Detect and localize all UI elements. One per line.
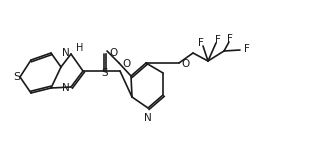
Text: O: O: [122, 59, 130, 69]
Text: F: F: [244, 44, 250, 54]
Text: F: F: [215, 35, 221, 45]
Text: N: N: [144, 113, 152, 123]
Text: F: F: [198, 38, 204, 48]
Text: H: H: [76, 43, 83, 53]
Text: N: N: [62, 83, 70, 93]
Text: N: N: [62, 48, 70, 58]
Text: S: S: [102, 68, 108, 78]
Text: O: O: [181, 59, 189, 69]
Text: F: F: [227, 34, 233, 44]
Text: O: O: [109, 48, 117, 58]
Text: S: S: [14, 72, 21, 82]
